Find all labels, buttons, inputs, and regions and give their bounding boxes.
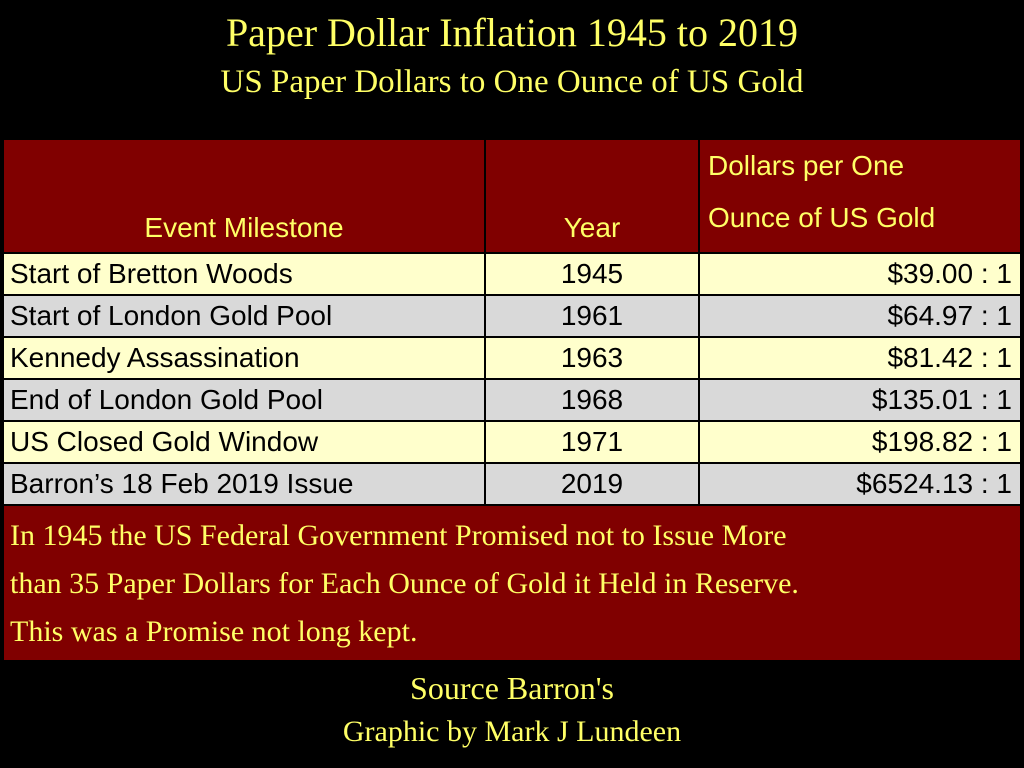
- note-row: In 1945 the US Federal Government Promis…: [2, 504, 1022, 662]
- table-row: Start of Bretton Woods 1945 $39.00 : 1: [2, 252, 1022, 296]
- header-dollars-per-ounce: Dollars per One Ounce of US Gold: [698, 138, 1022, 254]
- cell-year: 1963: [484, 336, 700, 380]
- header-dollars-per-ounce-line2: Ounce of US Gold: [708, 202, 936, 233]
- cell-ratio: $6524.13 : 1: [698, 462, 1022, 506]
- header-year: Year: [484, 138, 700, 254]
- cell-event: End of London Gold Pool: [2, 378, 486, 422]
- header-event-milestone: Event Milestone: [2, 138, 486, 254]
- cell-ratio: $135.01 : 1: [698, 378, 1022, 422]
- cell-year: 1961: [484, 294, 700, 338]
- cell-event: Start of Bretton Woods: [2, 252, 486, 296]
- cell-event: US Closed Gold Window: [2, 420, 486, 464]
- cell-ratio: $64.97 : 1: [698, 294, 1022, 338]
- note-line: In 1945 the US Federal Government Promis…: [10, 519, 787, 552]
- cell-year: 1971: [484, 420, 700, 464]
- cell-event: Barron’s 18 Feb 2019 Issue: [2, 462, 486, 506]
- source-credit: Source Barron's: [410, 670, 614, 706]
- table-row: US Closed Gold Window 1971 $198.82 : 1: [2, 420, 1022, 464]
- table-row: End of London Gold Pool 1968 $135.01 : 1: [2, 378, 1022, 422]
- cell-year: 1945: [484, 252, 700, 296]
- table-header-row: Event Milestone Year Dollars per One Oun…: [2, 138, 1022, 254]
- table-row: Start of London Gold Pool 1961 $64.97 : …: [2, 294, 1022, 338]
- note-line: This was a Promise not long kept.: [10, 615, 418, 648]
- cell-year: 1968: [484, 378, 700, 422]
- cell-event: Kennedy Assassination: [2, 336, 486, 380]
- author-credit: Graphic by Mark J Lundeen: [342, 715, 682, 748]
- cell-year: 2019: [484, 462, 700, 506]
- chart-title: Paper Dollar Inflation 1945 to 2019: [225, 10, 799, 55]
- note-line: than 35 Paper Dollars for Each Ounce of …: [10, 567, 799, 600]
- data-table: Event Milestone Year Dollars per One Oun…: [2, 138, 1022, 662]
- table-row: Barron’s 18 Feb 2019 Issue 2019 $6524.13…: [2, 462, 1022, 506]
- header-dollars-per-ounce-line1: Dollars per One: [708, 150, 905, 181]
- table-row: Kennedy Assassination 1963 $81.42 : 1: [2, 336, 1022, 380]
- cell-ratio: $198.82 : 1: [698, 420, 1022, 464]
- cell-ratio: $81.42 : 1: [698, 336, 1022, 380]
- cell-ratio: $39.00 : 1: [698, 252, 1022, 296]
- cell-event: Start of London Gold Pool: [2, 294, 486, 338]
- note-cell: In 1945 the US Federal Government Promis…: [2, 504, 1022, 662]
- chart-subtitle: US Paper Dollars to One Ounce of US Gold: [220, 64, 804, 100]
